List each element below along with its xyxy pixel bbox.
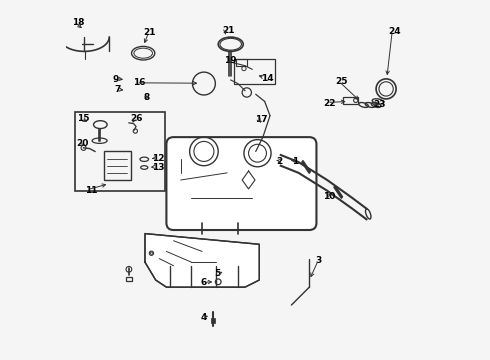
Text: 12: 12 (152, 154, 165, 163)
Text: 17: 17 (255, 116, 268, 125)
Text: 26: 26 (130, 114, 143, 123)
Bar (343, 97, 358, 104)
Bar (211, 318, 215, 323)
Bar (75, 112, 165, 191)
Text: 19: 19 (223, 56, 236, 65)
Text: 8: 8 (143, 93, 149, 102)
Text: 23: 23 (373, 100, 386, 109)
Text: 16: 16 (133, 78, 146, 87)
FancyBboxPatch shape (167, 137, 317, 230)
Text: 7: 7 (115, 85, 121, 94)
Text: 2: 2 (276, 157, 283, 166)
Text: 18: 18 (72, 18, 84, 27)
Text: 11: 11 (85, 186, 98, 195)
Text: 21: 21 (143, 28, 156, 37)
Text: 15: 15 (77, 114, 90, 123)
Text: 13: 13 (152, 163, 165, 172)
Text: 9: 9 (113, 75, 119, 84)
Text: 21: 21 (222, 26, 234, 35)
Text: 3: 3 (315, 256, 321, 265)
Text: 5: 5 (215, 269, 221, 278)
Text: 25: 25 (335, 77, 347, 86)
Bar (104, 152, 131, 180)
Bar (126, 277, 132, 281)
Text: 4: 4 (200, 313, 207, 322)
Text: 6: 6 (200, 278, 207, 287)
Bar (236, 59, 247, 66)
Text: 10: 10 (323, 192, 335, 201)
Text: 14: 14 (261, 74, 274, 83)
Text: 1: 1 (292, 157, 298, 166)
Text: 22: 22 (323, 99, 336, 108)
Polygon shape (145, 234, 259, 287)
Text: 20: 20 (76, 139, 89, 148)
Text: 24: 24 (389, 27, 401, 36)
Bar (234, 59, 275, 84)
